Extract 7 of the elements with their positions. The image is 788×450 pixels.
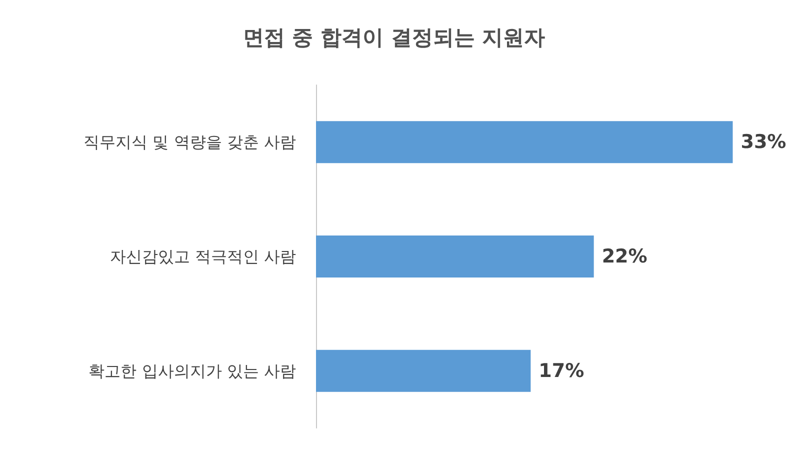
data-label: 17% [538, 360, 584, 382]
data-label: 22% [602, 246, 648, 268]
y-tick-label: 직무지식 및 역량을 갖춘 사람 [84, 132, 296, 152]
y-tick-label: 확고한 입사의지가 있는 사람 [88, 361, 296, 380]
chart-title: 면접 중 합격이 결정되는 지원자 [242, 26, 546, 50]
data-label: 33% [740, 131, 786, 154]
y-tick-label: 자신감있고 적극적인 사람 [110, 247, 296, 266]
